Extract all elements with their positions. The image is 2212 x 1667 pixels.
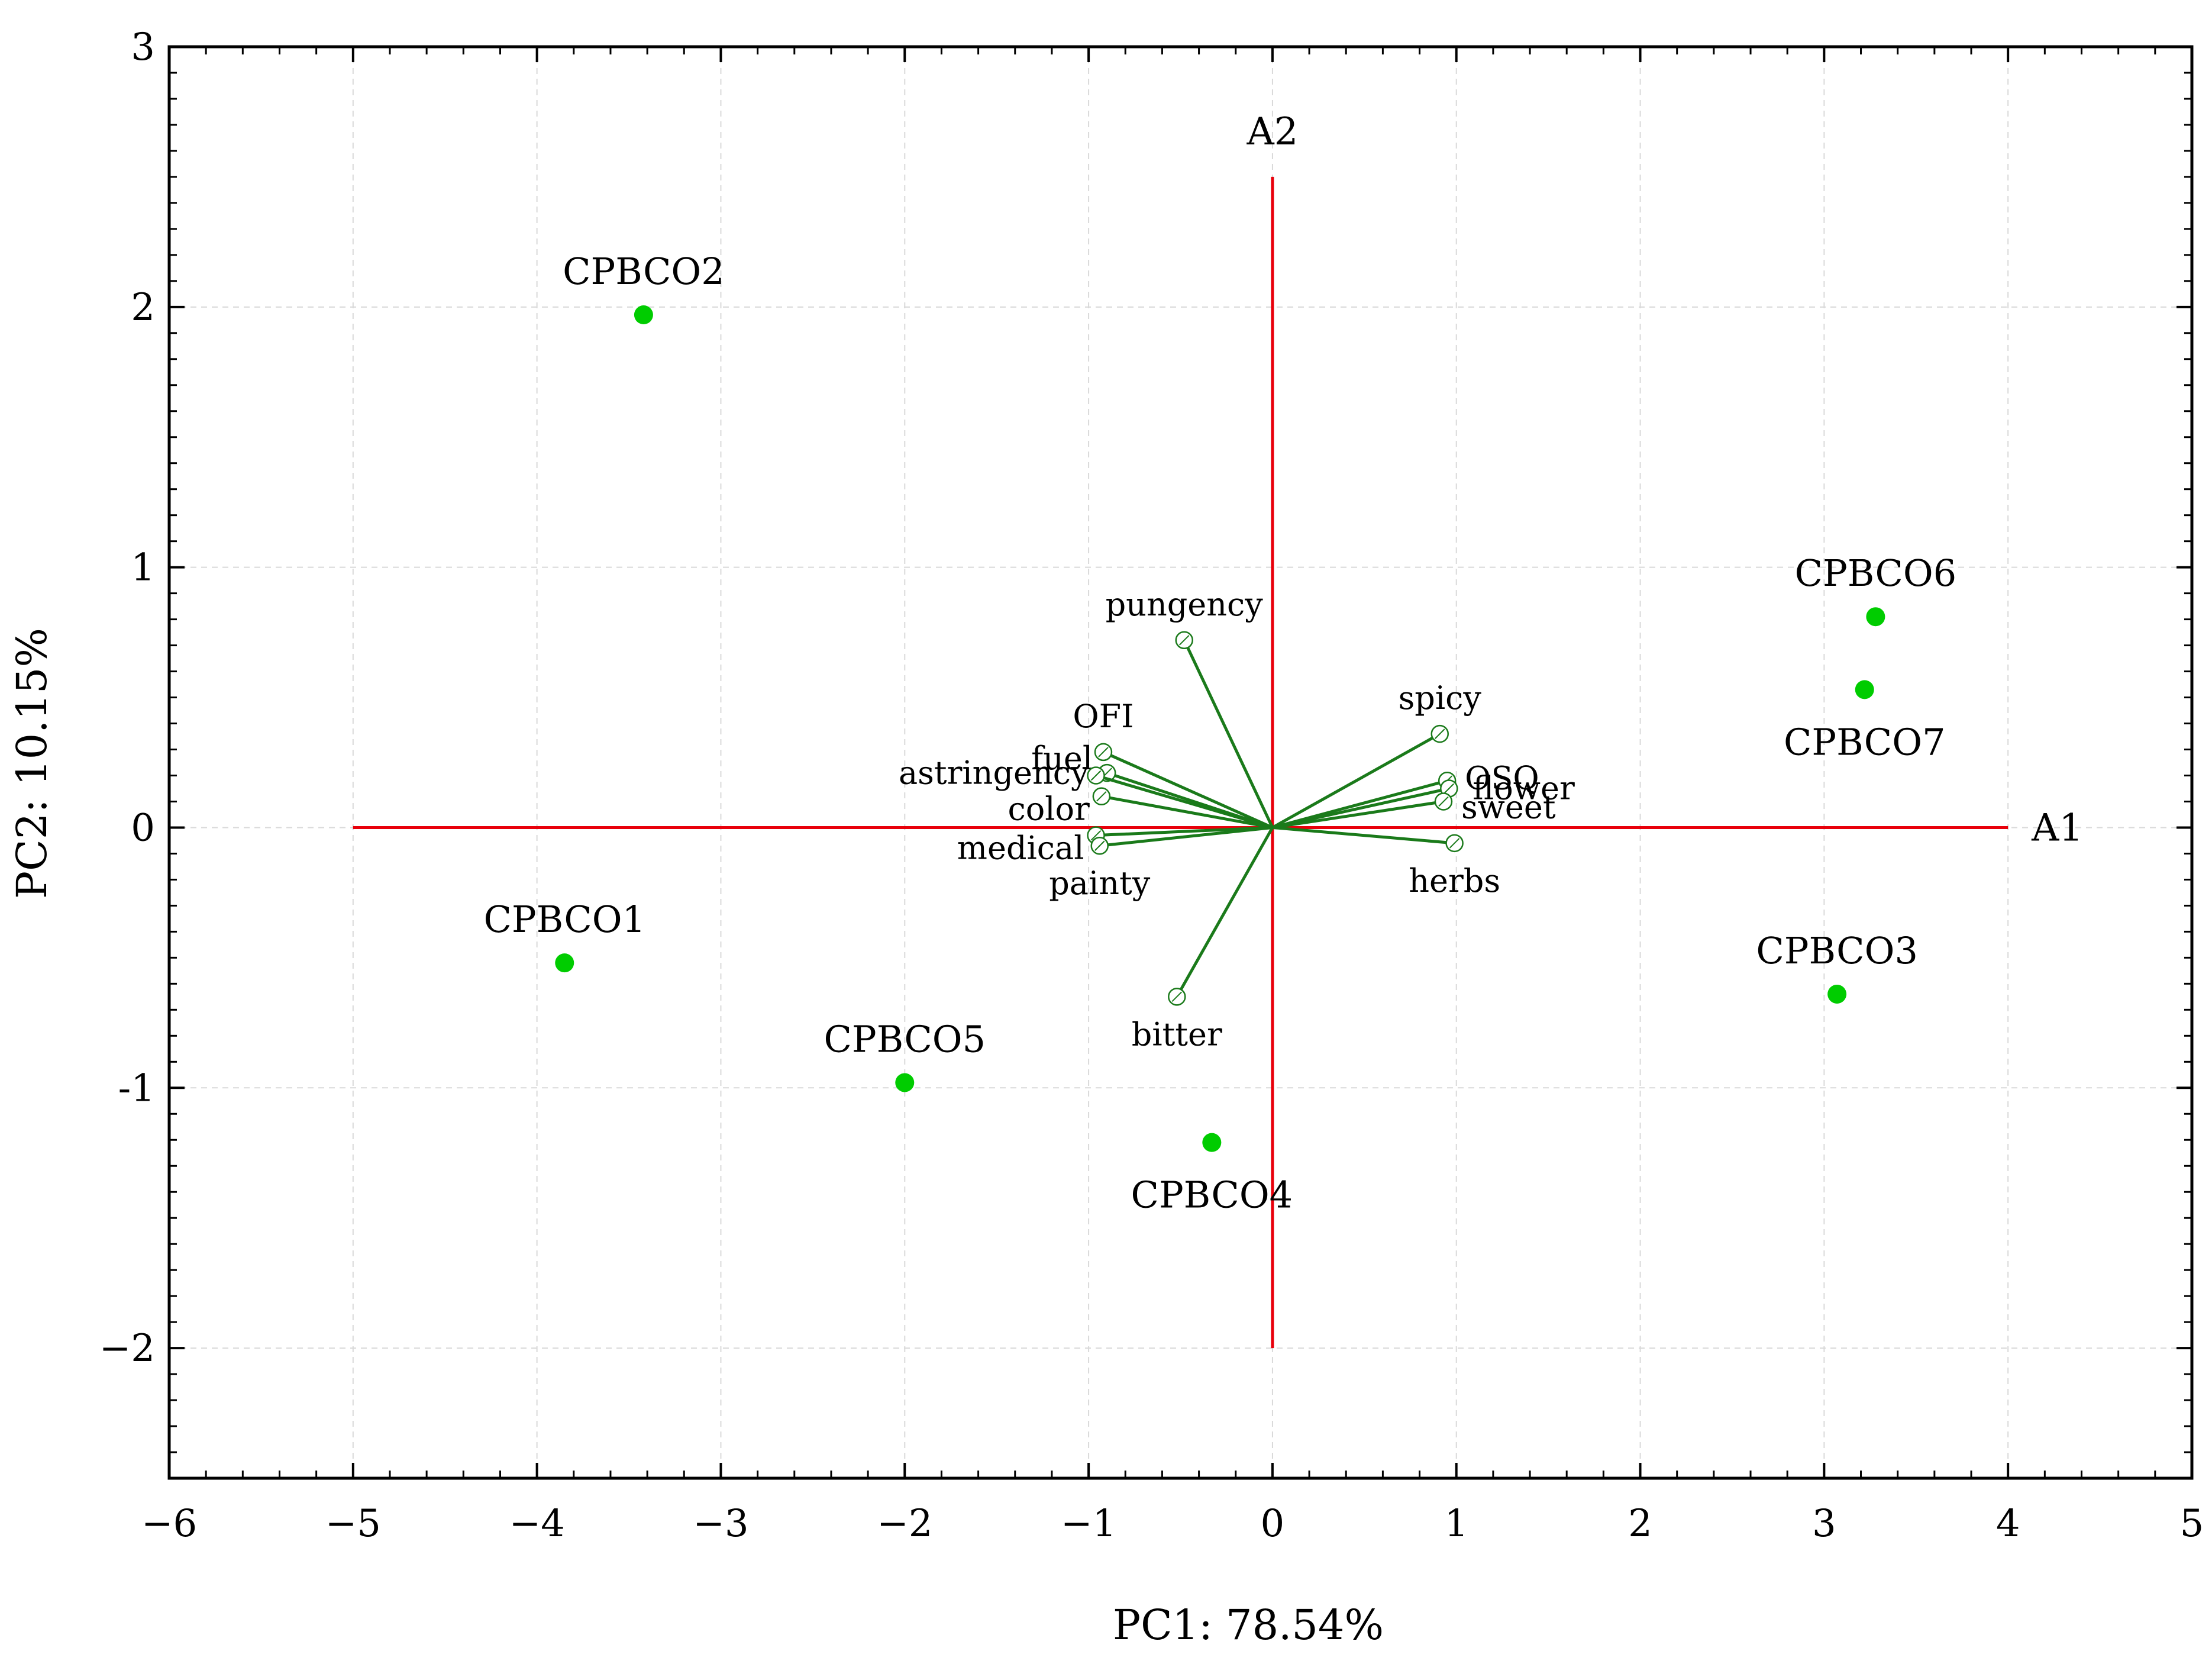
- loading-label-sweet: sweet: [1461, 788, 1556, 826]
- loading-label-OSQ: OSQ: [1465, 759, 1539, 797]
- x-tick-label: 4: [1996, 1502, 2020, 1546]
- score-point-cpbco2: [634, 305, 653, 325]
- axis-ticks: −6 −5 −4 −3 −2 −1 0 1 2 3 4 5 −2 -1 0 1 2 3: [99, 25, 2204, 1546]
- loading-marker-slash: [1444, 783, 1455, 794]
- loading-marker-slash: [1094, 840, 1105, 851]
- x-axis-title: PC1: 78.54%: [1113, 1601, 1384, 1649]
- x-tick-label: −3: [693, 1502, 748, 1546]
- score-label-cpbco3: CPBCO3: [1756, 929, 1918, 972]
- loading-vector-spicy: [1271, 732, 1441, 829]
- loading-vector-pungency: [1183, 639, 1274, 828]
- x-tick-label: 1: [1444, 1502, 1468, 1546]
- x-tick-label: −6: [141, 1502, 197, 1546]
- score-point-cpbco5: [895, 1073, 915, 1092]
- loading-label-bitter: bitter: [1132, 1015, 1222, 1053]
- x-tick-label: 0: [1261, 1502, 1285, 1546]
- score-point-cpbco1: [555, 953, 574, 973]
- score-point-cpbco3: [1827, 984, 1847, 1004]
- loading-label-painty: painty: [1049, 865, 1151, 902]
- gridlines: [169, 47, 2192, 1478]
- loading-label-pungency: pungency: [1106, 586, 1264, 623]
- score-label-cpbco6: CPBCO6: [1795, 552, 1957, 595]
- score-label-cpbco4: CPBCO4: [1131, 1173, 1293, 1217]
- loading-marker-slash: [1098, 747, 1109, 757]
- loading-vector-herbs: [1272, 826, 1455, 845]
- loading-marker-slash: [1449, 838, 1460, 849]
- reference-axis-label-a2: A2: [1246, 110, 1298, 154]
- loading-vector-astringency: [1095, 774, 1273, 829]
- loading-marker-slash: [1171, 991, 1182, 1002]
- y-tick-label: −2: [99, 1327, 155, 1371]
- y-tick-label: 2: [131, 286, 155, 330]
- y-axis-title: PC2: 10.15%: [8, 628, 56, 899]
- loading-label-astringency: astringency: [899, 754, 1089, 791]
- loading-vector-medical: [1096, 826, 1273, 837]
- loading-vectors: pungency OFI fuelastringencycolormedicalpa…: [899, 586, 1575, 1053]
- x-tick-label: −1: [1061, 1502, 1116, 1546]
- y-tick-label: 3: [131, 25, 155, 69]
- loading-marker-slash: [1090, 830, 1102, 841]
- x-tick-label: 5: [2180, 1502, 2204, 1546]
- score-point-cpbco4: [1202, 1133, 1222, 1152]
- score-point-cpbco7: [1855, 680, 1874, 699]
- loading-marker-slash: [1090, 770, 1102, 781]
- loading-label-flower: flower: [1472, 769, 1575, 807]
- loading-vector-OFI: [1102, 750, 1273, 829]
- x-tick-label: −2: [877, 1502, 932, 1546]
- loading-marker-slash: [1438, 796, 1449, 807]
- x-tick-label: −5: [325, 1502, 381, 1546]
- x-tick-label: 3: [1812, 1502, 1836, 1546]
- loading-marker-slash: [1435, 728, 1445, 739]
- loading-label-herbs: herbs: [1409, 862, 1500, 899]
- loading-vector-sweet: [1272, 800, 1444, 829]
- loading-marker-slash: [1179, 635, 1190, 646]
- loading-marker-slash: [1096, 791, 1107, 802]
- score-label-cpbco2: CPBCO2: [563, 250, 725, 293]
- loading-vector-bitter: [1176, 827, 1274, 998]
- y-tick-label: 0: [131, 806, 155, 850]
- y-tick-label: 1: [131, 546, 155, 590]
- score-label-cpbco7: CPBCO7: [1784, 720, 1946, 763]
- y-tick-label: -1: [118, 1066, 155, 1110]
- loading-label-fuel: fuel: [1031, 740, 1093, 777]
- score-label-cpbco1: CPBCO1: [483, 898, 645, 941]
- reference-axis-label-a1: A1: [2031, 806, 2083, 850]
- loading-label-medical: medical: [957, 830, 1084, 867]
- x-tick-label: 2: [1628, 1502, 1652, 1546]
- score-points: CPBCO1 CPBCO2 CPBCO3 CPBCO4 CPBCO5 CPBCO6 CPBC…: [483, 250, 1956, 1217]
- loading-vector-painty: [1099, 826, 1273, 847]
- loading-vector-color: [1101, 795, 1273, 829]
- loading-label-OFI: OFI: [1073, 698, 1134, 735]
- reference-axes: A1 A2: [353, 110, 2083, 1349]
- score-point-cpbco6: [1866, 607, 1885, 627]
- score-label-cpbco5: CPBCO5: [824, 1017, 986, 1060]
- loading-label-spicy: spicy: [1399, 679, 1482, 717]
- plot-frame: [167, 45, 2194, 1480]
- loading-label-color: color: [1007, 791, 1090, 828]
- x-tick-label: −4: [509, 1502, 564, 1546]
- loading-vector-flower: [1272, 787, 1449, 829]
